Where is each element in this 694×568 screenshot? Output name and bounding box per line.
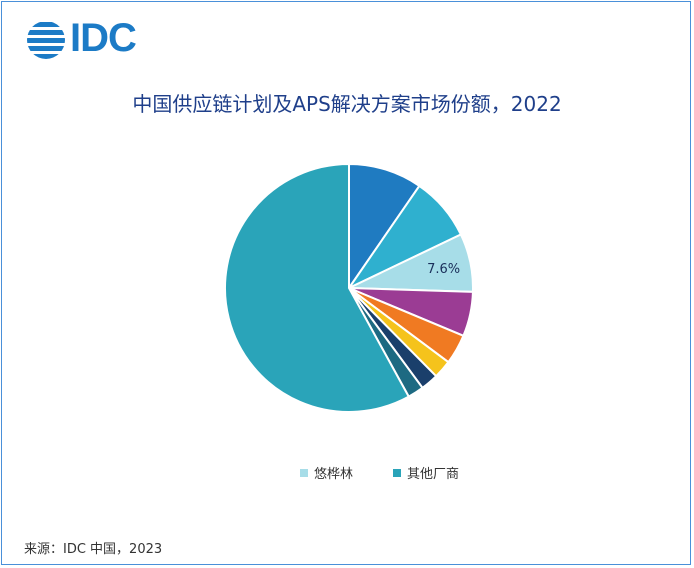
legend-item-others: 其他厂商: [393, 463, 459, 482]
pie-slice-label-2: 7.6%: [427, 262, 460, 277]
legend-item-youhualin: 悠桦林: [300, 463, 353, 482]
pie-slice-8: [224, 162, 411, 413]
chart-legend: 悠桦林 其他厂商: [300, 463, 459, 482]
idc-logo-icon: [27, 22, 65, 59]
source-note: 来源：IDC 中国，2023: [24, 542, 163, 557]
legend-label-others: 其他厂商: [407, 467, 460, 482]
legend-swatch-youhualin: [300, 468, 308, 477]
logo-text: IDC: [70, 16, 137, 60]
legend-label-youhualin: 悠桦林: [314, 467, 354, 482]
chart-title: 中国供应链计划及APS解决方案市场份额，2022: [132, 92, 562, 116]
legend-swatch-others: [393, 468, 402, 477]
pie-slice-0: [348, 162, 421, 292]
